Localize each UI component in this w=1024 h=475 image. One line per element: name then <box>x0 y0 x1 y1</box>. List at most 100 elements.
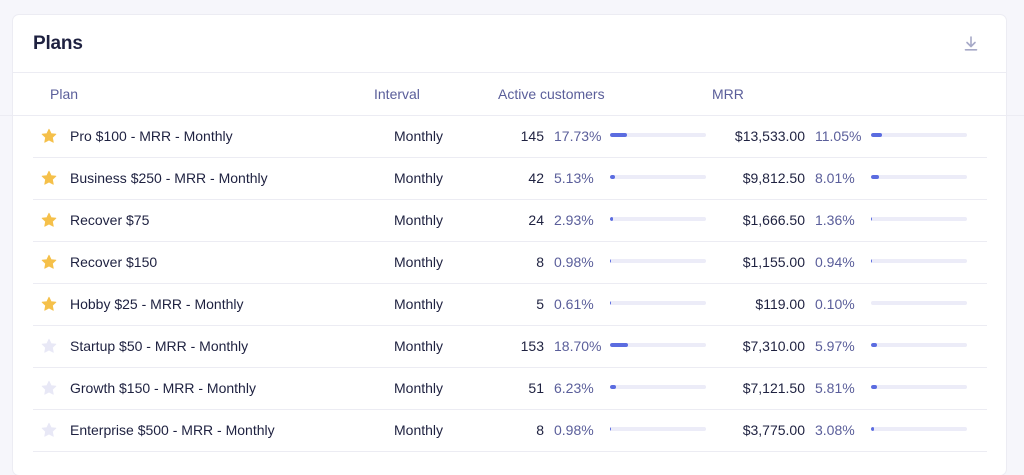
active-customers-bar <box>610 175 706 179</box>
mrr-bar-fill <box>871 217 873 221</box>
active-customers-bar <box>610 343 706 347</box>
plan-interval: Monthly <box>394 170 444 186</box>
mrr-value: $1,666.50 <box>742 212 805 228</box>
plan-interval: Monthly <box>394 254 444 270</box>
active-customers-bar-fill <box>610 259 612 263</box>
star-filled-icon[interactable] <box>41 296 57 312</box>
mrr-value: $13,533.00 <box>734 128 805 144</box>
mrr-value: $119.00 <box>755 296 805 312</box>
active-customers-bar <box>610 133 706 137</box>
table-row[interactable]: Growth $150 - MRR - Monthly Monthly 51 6… <box>33 368 987 410</box>
active-customers-percent: 17.73% <box>554 128 602 144</box>
mrr-bar <box>871 343 967 347</box>
plan-name[interactable]: Enterprise $500 - MRR - Monthly <box>70 422 275 438</box>
active-customers-count: 51 <box>528 380 544 396</box>
table-row[interactable]: Startup $50 - MRR - Monthly Monthly 153 … <box>33 326 987 368</box>
active-customers-bar <box>610 427 706 431</box>
plan-interval: Monthly <box>394 338 444 354</box>
plan-name[interactable]: Recover $75 <box>70 212 150 228</box>
active-customers-percent: 6.23% <box>554 380 594 396</box>
active-customers-percent: 0.61% <box>554 296 594 312</box>
table-row[interactable]: Pro $100 - MRR - Monthly Monthly 145 17.… <box>33 116 987 158</box>
mrr-percent: 0.10% <box>815 296 855 312</box>
mrr-percent: 11.05% <box>815 128 862 144</box>
plan-interval: Monthly <box>394 296 444 312</box>
mrr-bar-fill <box>871 133 882 137</box>
active-customers-bar-fill <box>610 217 613 221</box>
active-customers-bar-fill <box>610 133 628 137</box>
active-customers-percent: 5.13% <box>554 170 594 186</box>
mrr-value: $7,310.00 <box>742 338 805 354</box>
mrr-value: $9,812.50 <box>742 170 805 186</box>
active-customers-bar <box>610 259 706 263</box>
mrr-percent: 5.97% <box>815 338 855 354</box>
mrr-value: $3,775.00 <box>742 422 805 438</box>
table-header: Plan Interval Active customers MRR <box>0 73 1024 116</box>
active-customers-bar <box>610 301 706 305</box>
download-icon <box>964 36 978 51</box>
plan-name[interactable]: Recover $150 <box>70 254 158 270</box>
active-customers-bar-fill <box>610 343 628 347</box>
mrr-bar-fill <box>871 175 879 179</box>
plan-interval: Monthly <box>394 422 444 438</box>
table-row[interactable]: Recover $150 Monthly 8 0.98% $1,155.00 0… <box>33 242 987 284</box>
mrr-value: $1,155.00 <box>742 254 805 270</box>
plan-interval: Monthly <box>394 212 444 228</box>
mrr-bar <box>871 427 967 431</box>
mrr-bar <box>871 133 967 137</box>
column-header-plan[interactable]: Plan <box>50 86 79 102</box>
download-button[interactable] <box>958 31 984 57</box>
active-customers-bar <box>610 385 706 389</box>
plan-interval: Monthly <box>394 128 444 144</box>
star-outline-icon[interactable] <box>41 422 57 438</box>
card-header: Plans <box>13 15 1006 73</box>
mrr-bar <box>871 217 967 221</box>
star-filled-icon[interactable] <box>41 212 57 228</box>
active-customers-percent: 0.98% <box>554 422 594 438</box>
mrr-bar-fill <box>871 385 877 389</box>
mrr-bar-fill <box>871 427 874 431</box>
plan-name[interactable]: Growth $150 - MRR - Monthly <box>70 380 256 396</box>
active-customers-count: 24 <box>528 212 544 228</box>
mrr-bar <box>871 385 967 389</box>
card-title: Plans <box>33 32 83 54</box>
mrr-bar <box>871 259 967 263</box>
mrr-bar-fill <box>871 343 877 347</box>
star-outline-icon[interactable] <box>41 338 57 354</box>
column-header-interval[interactable]: Interval <box>374 86 420 102</box>
active-customers-percent: 0.98% <box>554 254 594 270</box>
plans-table-body: Pro $100 - MRR - Monthly Monthly 145 17.… <box>33 116 987 452</box>
table-row[interactable]: Hobby $25 - MRR - Monthly Monthly 5 0.61… <box>33 284 987 326</box>
active-customers-bar-fill <box>610 301 612 305</box>
plan-name[interactable]: Pro $100 - MRR - Monthly <box>70 128 233 144</box>
active-customers-bar-fill <box>610 175 615 179</box>
mrr-value: $7,121.50 <box>742 380 805 396</box>
plan-name[interactable]: Startup $50 - MRR - Monthly <box>70 338 249 354</box>
active-customers-percent: 2.93% <box>554 212 594 228</box>
active-customers-count: 42 <box>528 170 544 186</box>
plan-interval: Monthly <box>394 380 444 396</box>
active-customers-count: 8 <box>536 254 544 270</box>
star-filled-icon[interactable] <box>41 254 57 270</box>
star-outline-icon[interactable] <box>41 380 57 396</box>
mrr-percent: 1.36% <box>815 212 855 228</box>
column-header-mrr[interactable]: MRR <box>712 86 744 102</box>
plan-name[interactable]: Hobby $25 - MRR - Monthly <box>70 296 244 312</box>
plans-card: Plans Plan Interval Active customers MRR… <box>0 15 1024 475</box>
table-row[interactable]: Enterprise $500 - MRR - Monthly Monthly … <box>33 410 987 452</box>
star-filled-icon[interactable] <box>41 170 57 186</box>
column-header-active-customers[interactable]: Active customers <box>498 86 605 102</box>
table-row[interactable]: Recover $75 Monthly 24 2.93% $1,666.50 1… <box>33 200 987 242</box>
star-filled-icon[interactable] <box>41 128 57 144</box>
active-customers-count: 8 <box>536 422 544 438</box>
active-customers-bar-fill <box>610 385 616 389</box>
plan-name[interactable]: Business $250 - MRR - Monthly <box>70 170 268 186</box>
table-row[interactable]: Business $250 - MRR - Monthly Monthly 42… <box>33 158 987 200</box>
mrr-percent: 0.94% <box>815 254 855 270</box>
mrr-percent: 8.01% <box>815 170 855 186</box>
active-customers-bar-fill <box>610 427 612 431</box>
mrr-bar-fill <box>871 259 872 263</box>
mrr-bar <box>871 301 967 305</box>
mrr-percent: 5.81% <box>815 380 855 396</box>
active-customers-percent: 18.70% <box>554 338 602 354</box>
